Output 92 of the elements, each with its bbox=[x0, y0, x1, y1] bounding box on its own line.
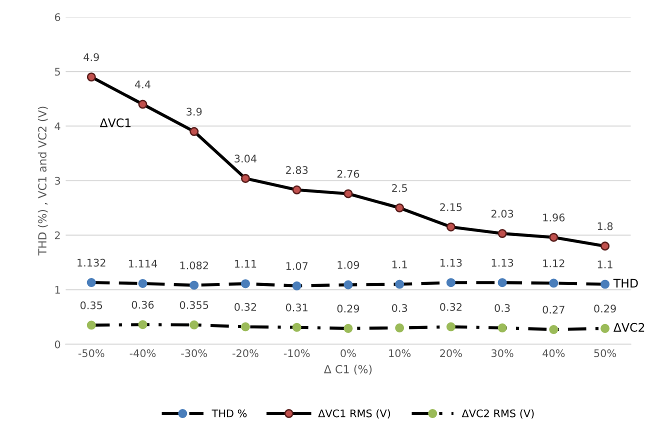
data-label: 0.29 bbox=[337, 304, 360, 313]
data-label: 0.355 bbox=[180, 301, 208, 309]
legend-label: ΔVC1 RMS (V) bbox=[318, 409, 390, 419]
point bbox=[138, 100, 148, 109]
point bbox=[86, 320, 96, 330]
point bbox=[600, 242, 610, 251]
point bbox=[138, 320, 148, 330]
data-label: 2.03 bbox=[491, 210, 514, 218]
x-tick-label: 0% bbox=[340, 349, 356, 358]
data-label: 1.8 bbox=[598, 222, 613, 230]
annotation: THD bbox=[613, 278, 638, 288]
data-label: 0.29 bbox=[594, 304, 616, 313]
point bbox=[240, 174, 250, 183]
data-label: 3.04 bbox=[234, 154, 256, 163]
point bbox=[344, 324, 353, 333]
data-label: 1.132 bbox=[78, 258, 106, 267]
point bbox=[446, 322, 456, 332]
point bbox=[498, 323, 507, 332]
y-tick-label: 6 bbox=[54, 13, 60, 22]
data-label: 0.32 bbox=[440, 303, 462, 311]
x-tick-label: 10% bbox=[389, 349, 411, 358]
data-label: 0.32 bbox=[234, 303, 256, 311]
data-label: 2.5 bbox=[392, 184, 407, 192]
point bbox=[600, 280, 610, 289]
data-label: 1.12 bbox=[543, 259, 564, 268]
data-label: 3.9 bbox=[186, 108, 202, 116]
x-tick-label: 50% bbox=[594, 349, 616, 358]
point bbox=[446, 278, 456, 288]
point bbox=[190, 280, 199, 290]
data-label: 2.15 bbox=[440, 203, 462, 212]
point bbox=[344, 189, 353, 198]
point bbox=[395, 280, 404, 289]
point bbox=[86, 278, 96, 288]
data-label: 2.83 bbox=[286, 166, 308, 174]
x-tick-label: 30% bbox=[492, 349, 514, 358]
data-label: 1.07 bbox=[286, 262, 308, 270]
x-tick-label: 40% bbox=[542, 349, 565, 358]
y-tick-label: 4 bbox=[54, 122, 60, 130]
point bbox=[292, 185, 302, 194]
x-tick-label: -10% bbox=[284, 349, 310, 358]
data-label: 4.4 bbox=[134, 80, 150, 88]
y-tick-label: 5 bbox=[55, 68, 60, 76]
data-label: 1.09 bbox=[338, 261, 360, 269]
data-label: 1.13 bbox=[440, 258, 462, 267]
x-axis-title: Δ C1 (%) bbox=[324, 364, 372, 375]
point bbox=[344, 280, 353, 290]
legend-label: THD % bbox=[212, 409, 247, 418]
point bbox=[600, 324, 610, 333]
annotation: ΔVC2 bbox=[613, 322, 644, 332]
x-tick-label: -50% bbox=[78, 349, 104, 358]
y-tick-label: 3 bbox=[55, 176, 60, 185]
data-label: 1.1 bbox=[392, 260, 407, 268]
data-label: 1.082 bbox=[180, 261, 208, 270]
data-label: 0.35 bbox=[80, 301, 102, 310]
y-tick-label: 1 bbox=[55, 286, 60, 294]
point bbox=[138, 278, 148, 288]
data-label: 0.3 bbox=[392, 304, 408, 312]
data-label: 1.11 bbox=[235, 260, 256, 268]
point bbox=[240, 322, 250, 332]
data-label: 0.27 bbox=[542, 306, 564, 314]
data-label: 0.36 bbox=[132, 300, 154, 309]
data-label: 0.3 bbox=[494, 304, 510, 312]
x-tick-label: 20% bbox=[440, 349, 462, 358]
point bbox=[498, 278, 507, 288]
annotation: ΔVC1 bbox=[100, 118, 131, 128]
y-tick-label: 2 bbox=[54, 231, 60, 240]
y-axis-title: THD (%) , VC1 and VC2 (V) bbox=[38, 106, 48, 256]
point bbox=[498, 229, 507, 238]
point bbox=[292, 281, 302, 290]
point bbox=[86, 72, 96, 82]
point bbox=[190, 127, 199, 136]
data-label: 1.96 bbox=[543, 214, 565, 222]
data-label: 1.114 bbox=[128, 260, 158, 268]
y-tick-label: 0 bbox=[54, 340, 60, 348]
data-label: 1.13 bbox=[492, 258, 514, 267]
point bbox=[549, 232, 558, 242]
data-label: 1.1 bbox=[598, 260, 612, 268]
point bbox=[549, 278, 558, 288]
point bbox=[240, 279, 250, 288]
data-label: 0.31 bbox=[286, 304, 308, 312]
point bbox=[395, 323, 404, 332]
x-tick-label: -20% bbox=[232, 349, 258, 358]
data-label: 4.9 bbox=[84, 53, 99, 62]
legend-label: ΔVC2 RMS (V) bbox=[462, 409, 534, 419]
point bbox=[446, 222, 456, 232]
point bbox=[190, 320, 199, 330]
point bbox=[292, 322, 302, 332]
point bbox=[395, 203, 404, 212]
x-tick-label: -30% bbox=[181, 349, 207, 358]
x-tick-label: -40% bbox=[130, 349, 156, 358]
point bbox=[549, 325, 558, 334]
data-label: 2.76 bbox=[337, 170, 360, 178]
